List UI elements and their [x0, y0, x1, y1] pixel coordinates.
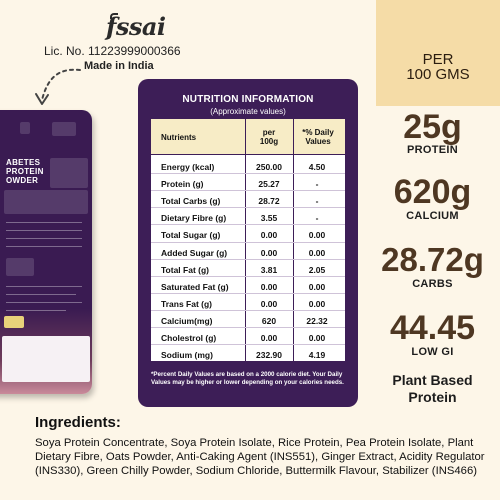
nutrient-name: Added Sugar (g): [161, 247, 228, 258]
product-pouch-image: ABETES PROTEIN OWDER: [0, 110, 92, 394]
nutrient-name: Energy (kcal): [161, 162, 215, 172]
nutrient-daily-value: -: [315, 196, 319, 207]
row-divider: [151, 224, 345, 226]
fssai-logo: fssai: [106, 12, 166, 41]
row-divider: [151, 309, 345, 311]
nutrient-per-100g: 620: [261, 315, 277, 326]
nutrient-daily-value: 4.50: [308, 162, 326, 172]
col-per-100g: per 100g: [259, 128, 279, 146]
carbs-label: CARBS: [412, 278, 453, 290]
nutrient-name: Cholestrol (g): [161, 333, 217, 343]
col-nutrients: Nutrients: [161, 133, 197, 142]
nutrient-per-100g: 250.00: [256, 162, 282, 172]
calcium-label: CALCIUM: [406, 210, 459, 222]
nutrient-daily-value: 22.32: [306, 315, 328, 326]
nutrient-daily-value: 0.00: [308, 247, 326, 258]
nutrient-per-100g: 232.90: [256, 350, 282, 361]
protein-value: 25g: [403, 108, 462, 146]
nutrient-name: Sodium (mg): [161, 350, 213, 361]
row-divider: [151, 275, 345, 277]
made-in-label: Made in India: [84, 60, 154, 72]
nutrition-subheading: (Approximate values): [210, 107, 286, 116]
nutrient-name: Trans Fat (g): [161, 298, 213, 309]
row-divider: [151, 173, 345, 175]
nutrition-row: Calcium(mg) 620 22.32: [151, 310, 345, 330]
carbs-value: 28.72g: [381, 241, 484, 278]
nutrient-daily-value: 2.05: [308, 264, 326, 275]
nutrient-name: Total Carbs (g): [161, 196, 221, 207]
low-gi-label: LOW GI: [411, 346, 454, 358]
nutrition-row: Added Sugar (g) 0.00 0.00: [151, 242, 345, 262]
nutrition-row: Trans Fat (g) 0.00 0.00: [151, 293, 345, 313]
nutrition-row: Total Sugar (g) 0.00 0.00: [151, 224, 345, 244]
nutrition-heading: NUTRITION INFORMATION: [182, 94, 314, 105]
nutrition-row: Sodium (mg) 232.90 4.19: [151, 344, 345, 364]
row-divider: [151, 258, 345, 260]
nutrition-table-header: Nutrients per 100g *% Daily Values: [151, 119, 345, 155]
nutrient-per-100g: 25.27: [258, 179, 280, 190]
pouch-title: ABETES PROTEIN OWDER: [6, 158, 44, 185]
nutrient-name: Total Fat (g): [161, 264, 209, 275]
row-divider: [151, 344, 345, 346]
row-divider: [151, 241, 345, 243]
nutrition-footnote: *Percent Daily Values are based on a 200…: [151, 371, 344, 386]
nutrient-daily-value: 0.00: [308, 230, 326, 241]
nutrient-name: Dietary Fibre (g): [161, 213, 227, 224]
nutrition-table: Nutrients per 100g *% Daily Values Energ…: [151, 119, 345, 361]
nutrition-row: Protein (g) 25.27 -: [151, 173, 345, 193]
nutrient-name: Saturated Fat (g): [161, 281, 229, 292]
nutrient-daily-value: 0.00: [308, 281, 326, 292]
row-divider: [151, 207, 345, 209]
nutrition-panel: NUTRITION INFORMATION (Approximate value…: [138, 79, 358, 407]
nutrient-per-100g: 3.55: [260, 213, 278, 224]
calcium-value: 620g: [393, 173, 472, 211]
per-100gms-label: 100 GMS: [406, 66, 470, 83]
nutrient-per-100g: 0.00: [260, 281, 278, 292]
row-divider: [151, 327, 345, 328]
license-number: Lic. No. 11223999000366: [44, 44, 181, 58]
nutrient-name: Calcium(mg): [161, 315, 213, 326]
nutrition-row: Total Carbs (g) 28.72 -: [151, 190, 345, 210]
nutrition-row: Dietary Fibre (g) 3.55 -: [151, 207, 345, 227]
nutrient-per-100g: 0.00: [260, 333, 278, 343]
nutrition-row: Energy (kcal) 250.00 4.50: [151, 156, 345, 176]
nutrient-daily-value: -: [315, 179, 319, 190]
row-divider: [151, 190, 345, 192]
nutrient-per-100g: 0.00: [260, 230, 278, 241]
low-gi-value: 44.45: [389, 309, 476, 347]
protein-label: PROTEIN: [407, 144, 458, 156]
nutrient-per-100g: 28.72: [258, 196, 280, 207]
plant-based-protein-label: Plant Based Protein: [392, 372, 473, 405]
ingredients-list: Soya Protein Concentrate, Soya Protein I…: [35, 437, 485, 477]
nutrient-daily-value: 0.00: [308, 298, 326, 309]
nutrition-row: Cholestrol (g) 0.00 0.00: [151, 327, 345, 347]
nutrient-name: Total Sugar (g): [161, 230, 221, 241]
dotted-arrow-icon: [35, 68, 81, 105]
col-daily-values: *% Daily Values: [302, 128, 334, 146]
ingredients-title: Ingredients:: [35, 414, 121, 431]
nutrition-row: Total Fat (g) 3.81 2.05: [151, 259, 345, 279]
row-divider: [151, 292, 345, 294]
nutrient-per-100g: 3.81: [260, 264, 278, 275]
nutrient-per-100g: 0.00: [260, 247, 278, 258]
nutrient-per-100g: 0.00: [260, 298, 278, 309]
nutrient-daily-value: 4.19: [308, 350, 326, 361]
per-label: PER: [422, 51, 454, 68]
nutrient-name: Protein (g): [161, 179, 204, 190]
nutrient-daily-value: -: [315, 213, 319, 224]
nutrient-daily-value: 0.00: [308, 333, 326, 343]
nutrition-row: Saturated Fat (g) 0.00 0.00: [151, 276, 345, 296]
per-100g-badge: PER 100 GMS: [376, 0, 500, 106]
